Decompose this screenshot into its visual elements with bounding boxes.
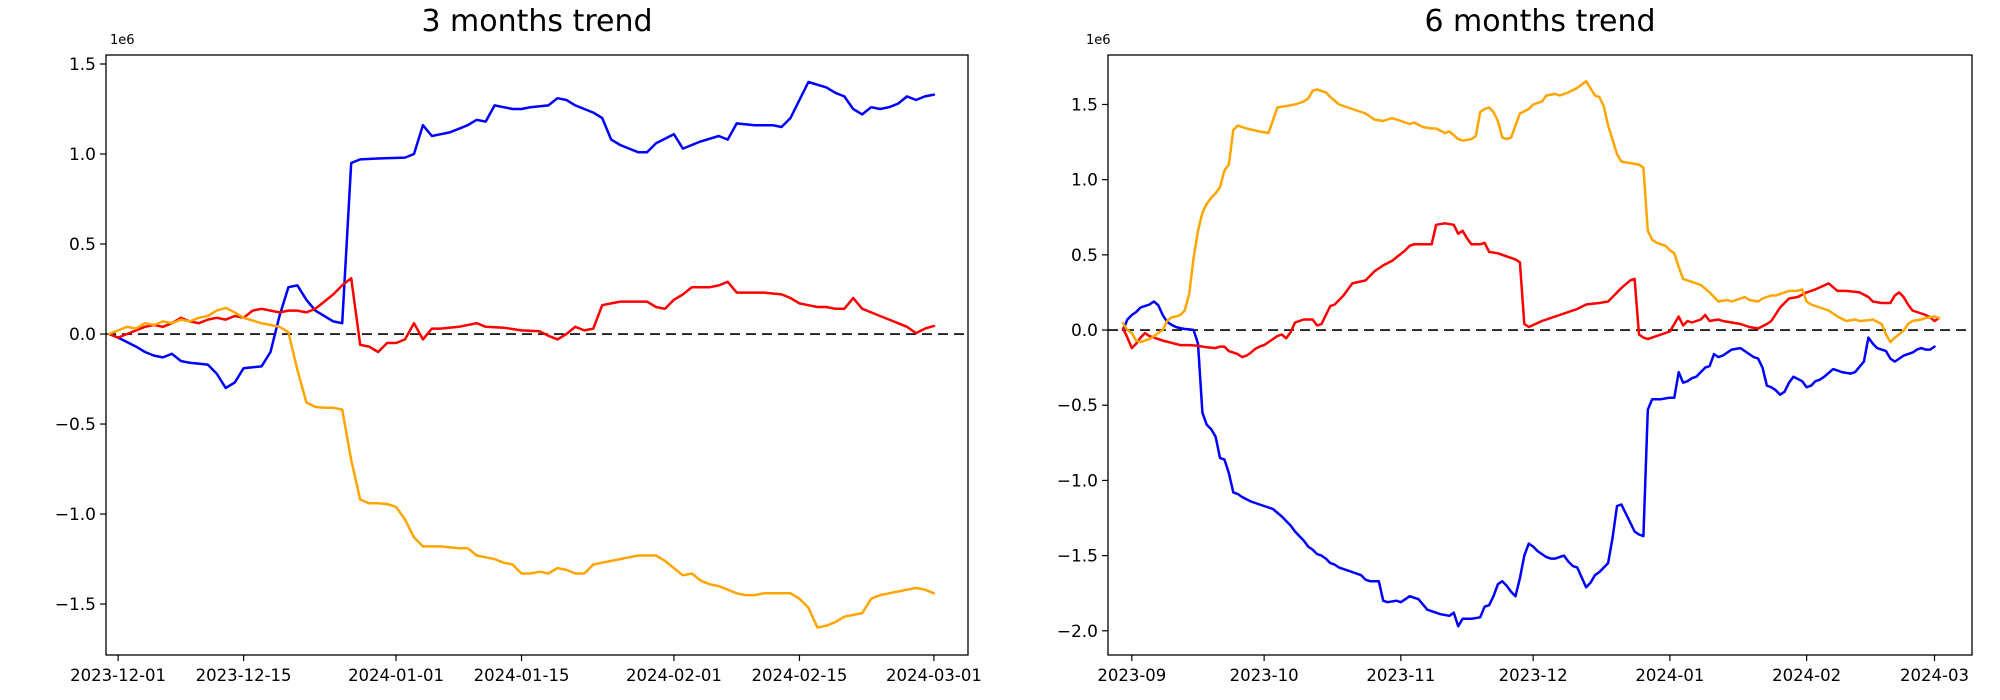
axes-frame <box>1107 54 1973 656</box>
y-tick-label: −2.0 <box>1057 622 1098 642</box>
y-tick-label: −1.5 <box>55 595 96 615</box>
blue-trend-line <box>1121 300 1936 628</box>
y-axis-offset-label-right: 1e6 <box>1086 33 1111 48</box>
x-tick-label: 2024-03-01 <box>886 666 982 685</box>
y-tick-label: 0.5 <box>69 235 96 255</box>
x-tick-label: 2023-10 <box>1230 666 1299 685</box>
panel-6-months-trend: 2023-09 2023-10 2023-11 2023-12 2024-01 2024-… <box>1057 54 1973 685</box>
x-tick-label: 2023-12-01 <box>70 666 166 685</box>
x-tick-label: 2024-01-01 <box>348 666 444 685</box>
y-tick-label: 0.0 <box>69 325 96 345</box>
x-tick-label: 2024-02 <box>1772 666 1841 685</box>
y-axis-offset-label-left: 1e6 <box>110 33 135 48</box>
x-tick-label: 2023-11 <box>1366 666 1435 685</box>
y-tick-label: −0.5 <box>1057 396 1098 416</box>
y-tick-label: −1.0 <box>1057 471 1098 491</box>
y-tick-label: −1.5 <box>1057 547 1098 567</box>
x-tick-label: 2023-09 <box>1097 666 1166 685</box>
y-tick-label: −1.0 <box>55 505 96 525</box>
red-trend-line <box>107 276 936 354</box>
x-tick-label: 2023-12 <box>1499 666 1568 685</box>
chart-title-3-months: 3 months trend <box>421 4 653 39</box>
y-tick-label: −0.5 <box>55 415 96 435</box>
x-tick-label: 2024-01 <box>1635 666 1704 685</box>
x-tick-label: 2024-02-15 <box>752 666 848 685</box>
panel-3-months-trend: 2023-12-01 2023-12-15 2024-01-01 2024-01-15… <box>55 54 982 685</box>
x-tick-label: 2024-01-15 <box>474 666 570 685</box>
x-tick-label: 2023-12-15 <box>196 666 292 685</box>
blue-trend-line <box>107 80 936 390</box>
orange-trend-line <box>107 306 936 629</box>
y-tick-label: 0.5 <box>1071 246 1098 266</box>
y-tick-label: 1.5 <box>1071 95 1098 115</box>
x-tick-label: 2024-02-01 <box>626 666 722 685</box>
chart-title-6-months: 6 months trend <box>1424 4 1656 39</box>
y-tick-label: 1.5 <box>69 55 96 75</box>
x-tick-label: 2024-03 <box>1900 666 1969 685</box>
y-tick-label: 0.0 <box>1071 321 1098 341</box>
red-trend-line <box>1121 222 1941 359</box>
axes-frame <box>105 54 969 656</box>
orange-trend-line <box>1121 79 1941 344</box>
y-tick-label: 1.0 <box>1071 171 1098 191</box>
y-tick-label: 1.0 <box>69 145 96 165</box>
